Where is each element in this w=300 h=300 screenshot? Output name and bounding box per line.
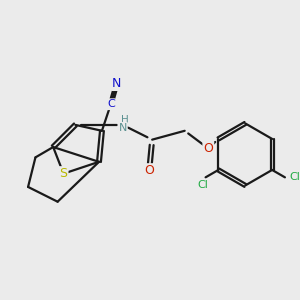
Text: O: O <box>144 164 154 177</box>
Text: O: O <box>203 142 213 155</box>
Text: Cl: Cl <box>290 172 300 182</box>
Text: S: S <box>59 167 68 180</box>
Text: N: N <box>112 77 122 90</box>
Text: H: H <box>121 116 129 125</box>
Text: N: N <box>118 123 127 133</box>
Text: Cl: Cl <box>197 180 208 190</box>
Text: C: C <box>107 99 115 109</box>
